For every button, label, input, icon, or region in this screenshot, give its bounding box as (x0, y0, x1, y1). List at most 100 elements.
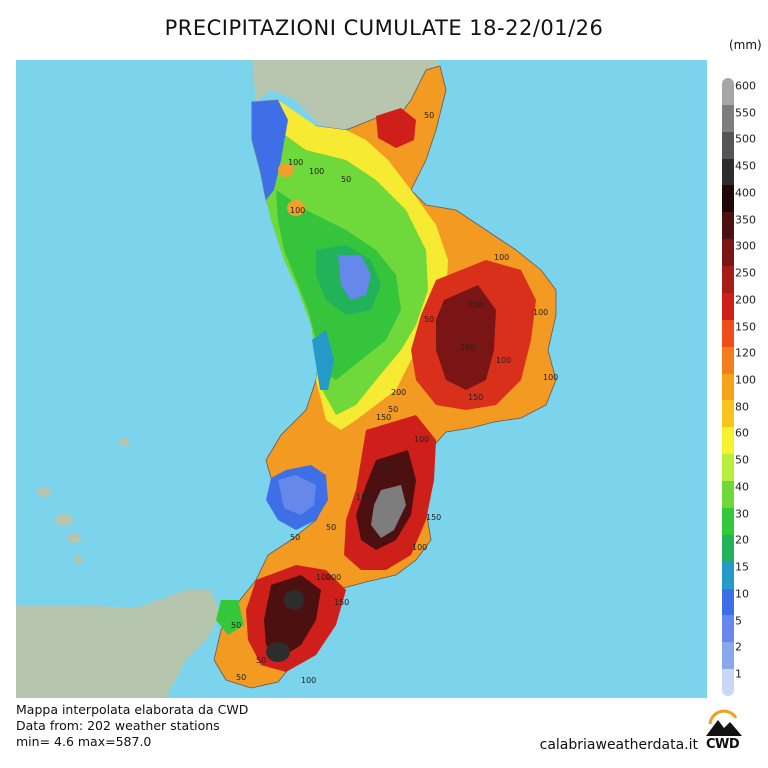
contour-label: 50 (231, 621, 241, 630)
contour-label: 50 (290, 533, 300, 542)
footer-method: Mappa interpolata elaborata da CWD (16, 702, 249, 717)
contour-label: 100 (414, 435, 429, 444)
contour-label: 100 (412, 543, 427, 552)
legend-swatch (722, 78, 734, 105)
teal-coast (312, 330, 334, 390)
blue-coast-north (252, 100, 288, 200)
contour-label: 150 (426, 513, 441, 522)
legend-level-label: 150 (735, 320, 756, 334)
legend-swatch (722, 507, 734, 535)
website-link[interactable]: calabriaweatherdata.it (539, 737, 698, 753)
contour-label: 50 (256, 656, 266, 665)
island (67, 533, 81, 543)
legend-swatch (722, 185, 734, 213)
contour-label: 200 (326, 573, 341, 582)
contour-label: 150 (356, 493, 371, 502)
legend-level-label: 350 (735, 213, 756, 227)
contour-label: 100 (496, 356, 511, 365)
legend-swatch (722, 481, 734, 508)
logo-text: CWD (706, 737, 740, 752)
island (73, 556, 83, 564)
contour-label: 100 (543, 373, 558, 382)
legend-swatch (722, 158, 734, 186)
contour-label: 100 (290, 206, 305, 215)
contour-label: 50 (424, 315, 434, 324)
legend-level-label: 40 (735, 480, 749, 494)
legend-level-label: 400 (735, 186, 756, 200)
contour-label-group: 50 100 100 100 50 50 100 200 200 100 150… (231, 111, 558, 685)
legend-level-label: 80 (735, 400, 749, 414)
gray-peak-serre (371, 485, 406, 538)
legend-swatch (722, 292, 734, 320)
legend-swatch (722, 319, 734, 347)
green-zone-south (216, 600, 244, 635)
contour-label: 150 (376, 413, 391, 422)
sicily-land (16, 590, 221, 698)
legend-swatch (722, 131, 734, 159)
legend-swatch (722, 561, 734, 589)
contour-label: 200 (378, 463, 393, 472)
island (55, 514, 73, 526)
dark-peak (284, 590, 304, 610)
contour-label: 200 (460, 343, 475, 352)
legend-swatch (722, 642, 734, 670)
contour-label: 50 (424, 111, 434, 120)
legend-level-label: 100 (735, 373, 756, 387)
footer-info: Mappa interpolata elaborata da CWD Data … (16, 702, 248, 750)
contour-label: 100 (316, 573, 331, 582)
legend-swatch (722, 454, 734, 481)
dark-peak (266, 642, 290, 662)
legend-swatch (722, 588, 734, 616)
legend-level-label: 120 (735, 346, 756, 360)
violet-zone-south (278, 475, 316, 515)
footer-stations: Data from: 202 weather stations (16, 718, 220, 733)
legend-level-label: 1 (735, 667, 742, 681)
legend-level-label: 200 (735, 293, 756, 307)
contour-label: 50 (236, 673, 246, 682)
legend-level-label: 450 (735, 159, 756, 173)
island (118, 438, 130, 446)
legend-swatch (722, 427, 734, 455)
legend-swatch (722, 534, 734, 562)
northern-land (16, 60, 444, 130)
contour-label: 200 (468, 301, 483, 310)
contour-label: 100 (494, 253, 509, 262)
legend-level-label: 30 (735, 507, 749, 521)
contour-label: 50 (326, 523, 336, 532)
map-svg: 50 100 100 100 50 50 100 200 200 100 150… (16, 60, 707, 698)
orange-spot (278, 163, 294, 177)
legend-level-label: 600 (735, 79, 756, 93)
footer-minmax: min= 4.6 max=587.0 (16, 734, 152, 749)
contour-label: 50 (341, 175, 351, 184)
legend-swatch (722, 104, 734, 132)
legend-swatch (722, 239, 734, 266)
contour-label: 50 (388, 405, 398, 414)
legend-level-label: 15 (735, 560, 749, 574)
red-zone-north (376, 108, 416, 148)
contour-label: 100 (288, 158, 303, 167)
contour-label: 100 (309, 167, 324, 176)
precipitation-map: 50 100 100 100 50 50 100 200 200 100 150… (16, 60, 707, 698)
legend-swatch (722, 346, 734, 374)
legend-swatch (722, 373, 734, 401)
legend-swatch (722, 669, 734, 696)
legend-level-label: 250 (735, 266, 756, 280)
darkred-zone-sila (436, 285, 496, 390)
legend-level-label: 10 (735, 587, 749, 601)
legend-swatch (722, 266, 734, 293)
legend-level-label: 60 (735, 426, 749, 440)
purple-blue-patch (338, 255, 371, 300)
contour-label: 100 (301, 676, 316, 685)
unit-label: (mm) (729, 38, 762, 52)
legend-level-label: 500 (735, 132, 756, 146)
orange-spot (287, 200, 305, 216)
legend-swatch (722, 615, 734, 643)
legend-level-label: 300 (735, 239, 756, 253)
contour-label: 100 (533, 308, 548, 317)
logo-text-value: CWD (706, 737, 740, 752)
island (37, 487, 51, 497)
darkred-zone-aspromonte (264, 575, 321, 658)
legend-level-label: 50 (735, 453, 749, 467)
legend-swatch (722, 212, 734, 240)
contour-label: 150 (468, 393, 483, 402)
